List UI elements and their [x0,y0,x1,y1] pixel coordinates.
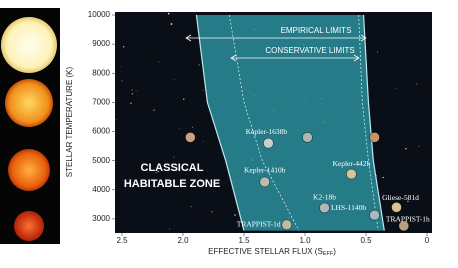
star-icon [14,211,44,241]
star-dot [130,102,132,104]
star-dot [395,87,397,89]
star-dot [198,64,200,66]
star-dot [199,222,201,223]
x-tick-label: 0.5 [360,236,372,245]
star-dot [139,205,141,207]
planet-label: Kepler-442b [332,159,370,168]
star-dot [131,89,133,91]
star-dot [190,206,192,208]
star-dot [119,66,121,68]
planet [369,209,380,221]
empirical-limit [195,14,245,231]
star-dot [135,90,137,92]
star-dot [397,137,399,138]
empirical-limit [362,14,385,231]
y-tick-label: 3000 [92,214,110,223]
x-tick-label: 1.0 [299,236,311,245]
star-dot [405,147,407,150]
x-tick-label: 2.0 [177,236,189,245]
planet-label: TRAPPIST-1d [237,219,281,228]
star-dot [155,171,157,174]
y-tick-label: 9000 [92,39,110,48]
star-dot [211,211,213,213]
planet-label: Kepler-1410b [244,166,286,175]
y-tick-label: 8000 [92,68,110,77]
planet [346,168,357,180]
star-dot [168,20,170,22]
arrow-head [353,54,360,62]
star-dot [191,126,194,128]
star-dot [407,200,409,203]
x-tick-label: 2.5 [116,236,128,245]
star-dot [234,214,236,216]
planet [319,202,330,214]
star-dot [170,23,173,25]
conservative-limit [358,14,379,231]
star-dot [121,80,123,82]
star-dot [115,119,117,121]
y-tick-label: 5000 [92,156,110,165]
star-dot [131,93,133,95]
x-tick-label: 0 [425,236,430,245]
arrow-head [185,34,192,42]
conservative-limit [229,14,300,231]
planet-label: K2-18b [313,193,336,202]
planet [185,132,196,143]
annotation: CLASSICAL [141,162,204,174]
x-label-subscript: EFF [323,251,334,257]
star-dot [418,145,420,147]
star-dot [382,176,384,179]
star-dot [202,89,204,91]
annotation: HABITABLE ZONE [124,178,220,190]
habitable-zone [196,15,385,231]
y-tick-label: 7000 [92,98,110,107]
star-dot [158,61,160,63]
planet [302,132,313,143]
star-dot [157,170,159,173]
star-dot [174,79,176,80]
y-tick-label: 10000 [88,10,111,19]
y-tick-label: 4000 [92,185,110,194]
star-dot [167,12,170,15]
star-dot [202,140,204,142]
star-dot [417,125,419,126]
star-icon [5,79,53,127]
annotation: EMPIRICAL LIMITS [281,26,352,35]
x-tick-label: 1.5 [238,236,250,245]
planet [369,132,380,143]
planet [398,220,410,232]
star-icon [1,17,57,73]
star-dot [183,98,185,100]
planet-label: TRAPPIST-1h [386,215,430,224]
x-label-close: ) [333,247,336,256]
planet [259,176,270,188]
planet-label: LHS-1140b [331,203,366,212]
star-dot [178,128,180,130]
star-dot [153,109,155,112]
plot-area: EMPIRICAL LIMITS CONSERVATIVE LIMITS CLASS… [124,14,430,232]
planet-label: Kepler-1638b [246,127,288,136]
y-tick-label: 6000 [92,127,110,136]
star-dot [377,51,379,53]
star-dot [122,46,125,48]
arrow-head [230,54,237,62]
star-dot [173,156,175,158]
planet [391,202,402,213]
annotation: CONSERVATIVE LIMITS [265,46,354,55]
arrow-head [360,34,367,42]
star-dot [169,228,171,230]
y-axis-label: STELLAR TEMPERATURE (K) [65,66,74,177]
planet-label: Gliese-581d [382,193,419,202]
x-axis-label: EFFECTIVE STELLAR FLUX (SEFF) [208,247,336,257]
star-dot [416,83,418,85]
star-dot [200,180,202,182]
star-dot [394,220,396,222]
star-dot [154,185,157,188]
planet [263,137,274,149]
x-label-main: EFFECTIVE STELLAR FLUX (S [208,247,323,256]
planet [281,219,292,230]
star-icon [8,149,50,191]
